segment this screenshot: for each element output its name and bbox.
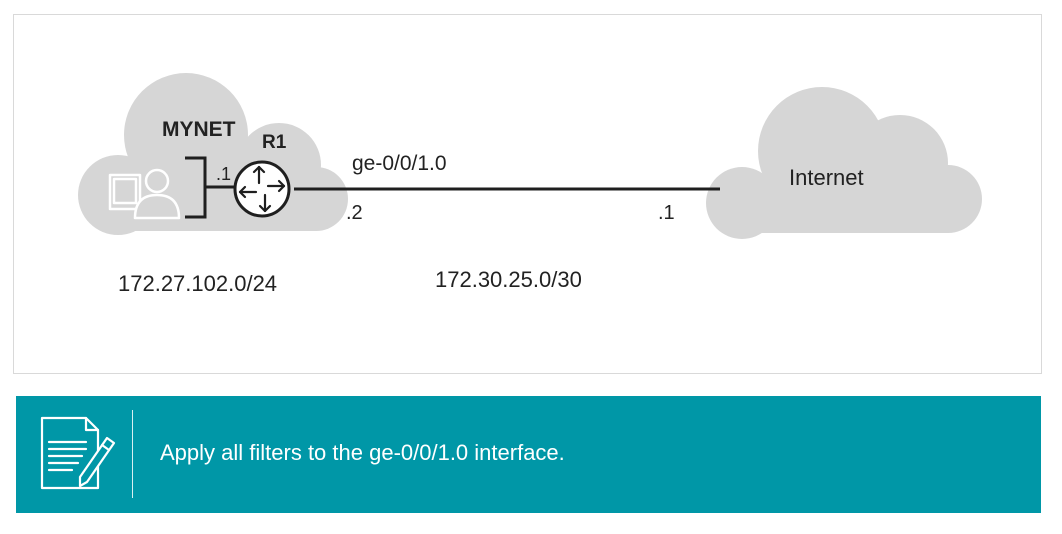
lan-bracket (185, 156, 235, 219)
internet-label: Internet (789, 165, 864, 190)
mynet-label: MYNET (162, 118, 236, 141)
note-divider (132, 410, 133, 498)
interface-label: ge-0/0/1.0 (352, 152, 447, 175)
diagram-canvas (78, 73, 982, 239)
note-text: Apply all filters to the ge-0/0/1.0 inte… (160, 440, 565, 465)
network-diagram: MYNET R1 .1 ge-0/0/1.0 .2 .1 Internet 17… (13, 14, 1042, 374)
router-side-address: .2 (346, 202, 363, 224)
router-icon (233, 160, 291, 218)
document-pencil-icon (40, 416, 116, 490)
user-workstation-icon (108, 168, 181, 220)
lan-subnet-label: 172.27.102.0/24 (118, 271, 278, 296)
mynet-cloud (78, 73, 348, 235)
note-callout: Apply all filters to the ge-0/0/1.0 inte… (16, 396, 1041, 513)
router-label: R1 (262, 132, 287, 153)
host-side-address: .1 (216, 164, 232, 184)
internet-cloud (706, 87, 982, 239)
link-subnet-label: 172.30.25.0/30 (435, 267, 582, 292)
isp-side-address: .1 (658, 202, 675, 224)
